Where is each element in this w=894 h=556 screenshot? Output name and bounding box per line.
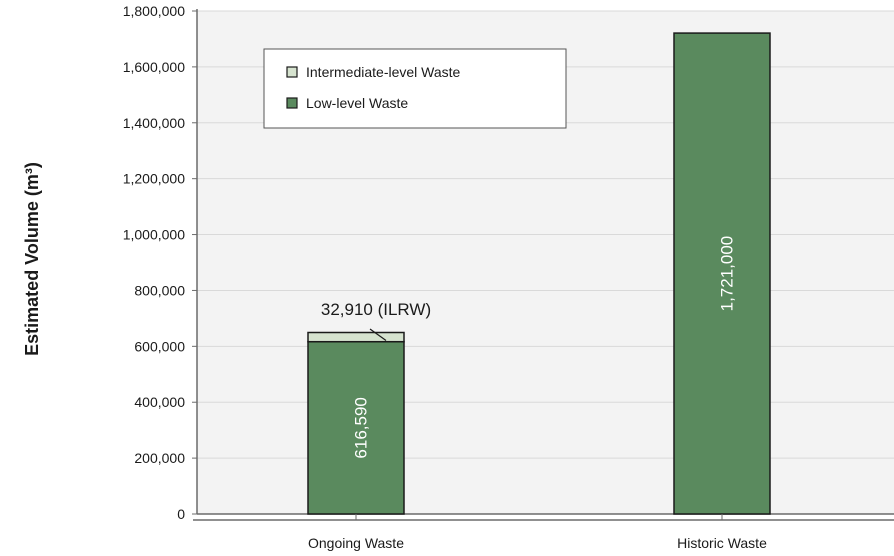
y-axis-label: Estimated Volume (m³): [22, 162, 42, 356]
bars: 616,590 1,721,000: [307, 32, 771, 515]
legend: Intermediate-level Waste Low-level Waste: [263, 48, 567, 129]
legend-label: Intermediate-level Waste: [306, 64, 461, 80]
x-tick-label: Ongoing Waste: [308, 535, 404, 551]
bar-value-label: 1,721,000: [717, 236, 736, 312]
y-tick-label: 1,000,000: [123, 227, 185, 243]
y-tick-label: 600,000: [134, 338, 185, 354]
y-tick-label: 1,200,000: [123, 171, 185, 187]
bar-segment: [307, 331, 405, 343]
bar-value-label: 616,590: [351, 397, 370, 458]
annotation-leader: [369, 328, 387, 341]
legend-swatch: [286, 97, 298, 109]
bar-segment: [673, 32, 771, 515]
legend-label: Low-level Waste: [306, 95, 408, 111]
legend-swatch: [286, 66, 298, 78]
x-tick-label: Historic Waste: [677, 535, 767, 551]
y-tick-label: 400,000: [134, 394, 185, 410]
y-tick-label: 1,800,000: [123, 3, 185, 19]
y-tick-label: 1,400,000: [123, 115, 185, 131]
annotation: 32,910 (ILRW): [321, 300, 431, 341]
y-tick-label: 200,000: [134, 450, 185, 466]
x-tick-labels: Ongoing Waste Historic Waste: [308, 514, 767, 551]
y-tick-label: 1,600,000: [123, 59, 185, 75]
y-tick-labels: 0 200,000 400,000 600,000 800,000 1,000,000 1,…: [123, 3, 186, 522]
y-tick-label: 0: [177, 506, 185, 522]
legend-box: [263, 48, 567, 129]
annotation-label: 32,910 (ILRW): [321, 300, 431, 319]
y-tick-label: 800,000: [134, 282, 185, 298]
